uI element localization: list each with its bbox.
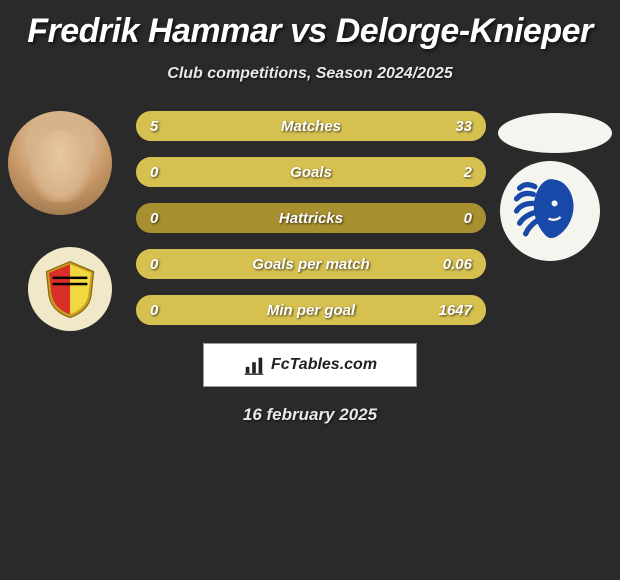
stat-label: Min per goal (136, 302, 486, 319)
stat-label: Hattricks (136, 210, 486, 227)
stat-label: Matches (136, 118, 486, 135)
comparison-content: 5Matches330Goals20Hattricks00Goals per m… (0, 111, 620, 325)
stat-bar: 5Matches33 (136, 111, 486, 141)
club-right-badge (500, 161, 600, 261)
player-right-placeholder (498, 113, 612, 153)
chart-bar-icon (243, 354, 265, 376)
stat-label: Goals per match (136, 256, 486, 273)
date-text: 16 february 2025 (0, 405, 620, 425)
player-left-avatar (8, 111, 112, 215)
stat-bar: 0Hattricks0 (136, 203, 486, 233)
stats-bars: 5Matches330Goals20Hattricks00Goals per m… (136, 111, 486, 325)
brand-box[interactable]: FcTables.com (203, 343, 417, 387)
stat-bar: 0Goals2 (136, 157, 486, 187)
stat-value-right: 0 (464, 210, 472, 227)
chief-head-icon (512, 173, 588, 249)
stat-value-right: 2 (464, 164, 472, 181)
club-left-badge (28, 247, 112, 331)
stat-bar: 0Goals per match0.06 (136, 249, 486, 279)
page-title: Fredrik Hammar vs Delorge-Knieper (0, 0, 620, 51)
stat-value-right: 1647 (439, 302, 472, 319)
stat-value-right: 33 (455, 118, 472, 135)
shield-icon (39, 258, 101, 320)
stat-label: Goals (136, 164, 486, 181)
stat-value-right: 0.06 (443, 256, 472, 273)
stat-bar: 0Min per goal1647 (136, 295, 486, 325)
brand-text: FcTables.com (271, 356, 377, 374)
subtitle: Club competitions, Season 2024/2025 (0, 65, 620, 83)
